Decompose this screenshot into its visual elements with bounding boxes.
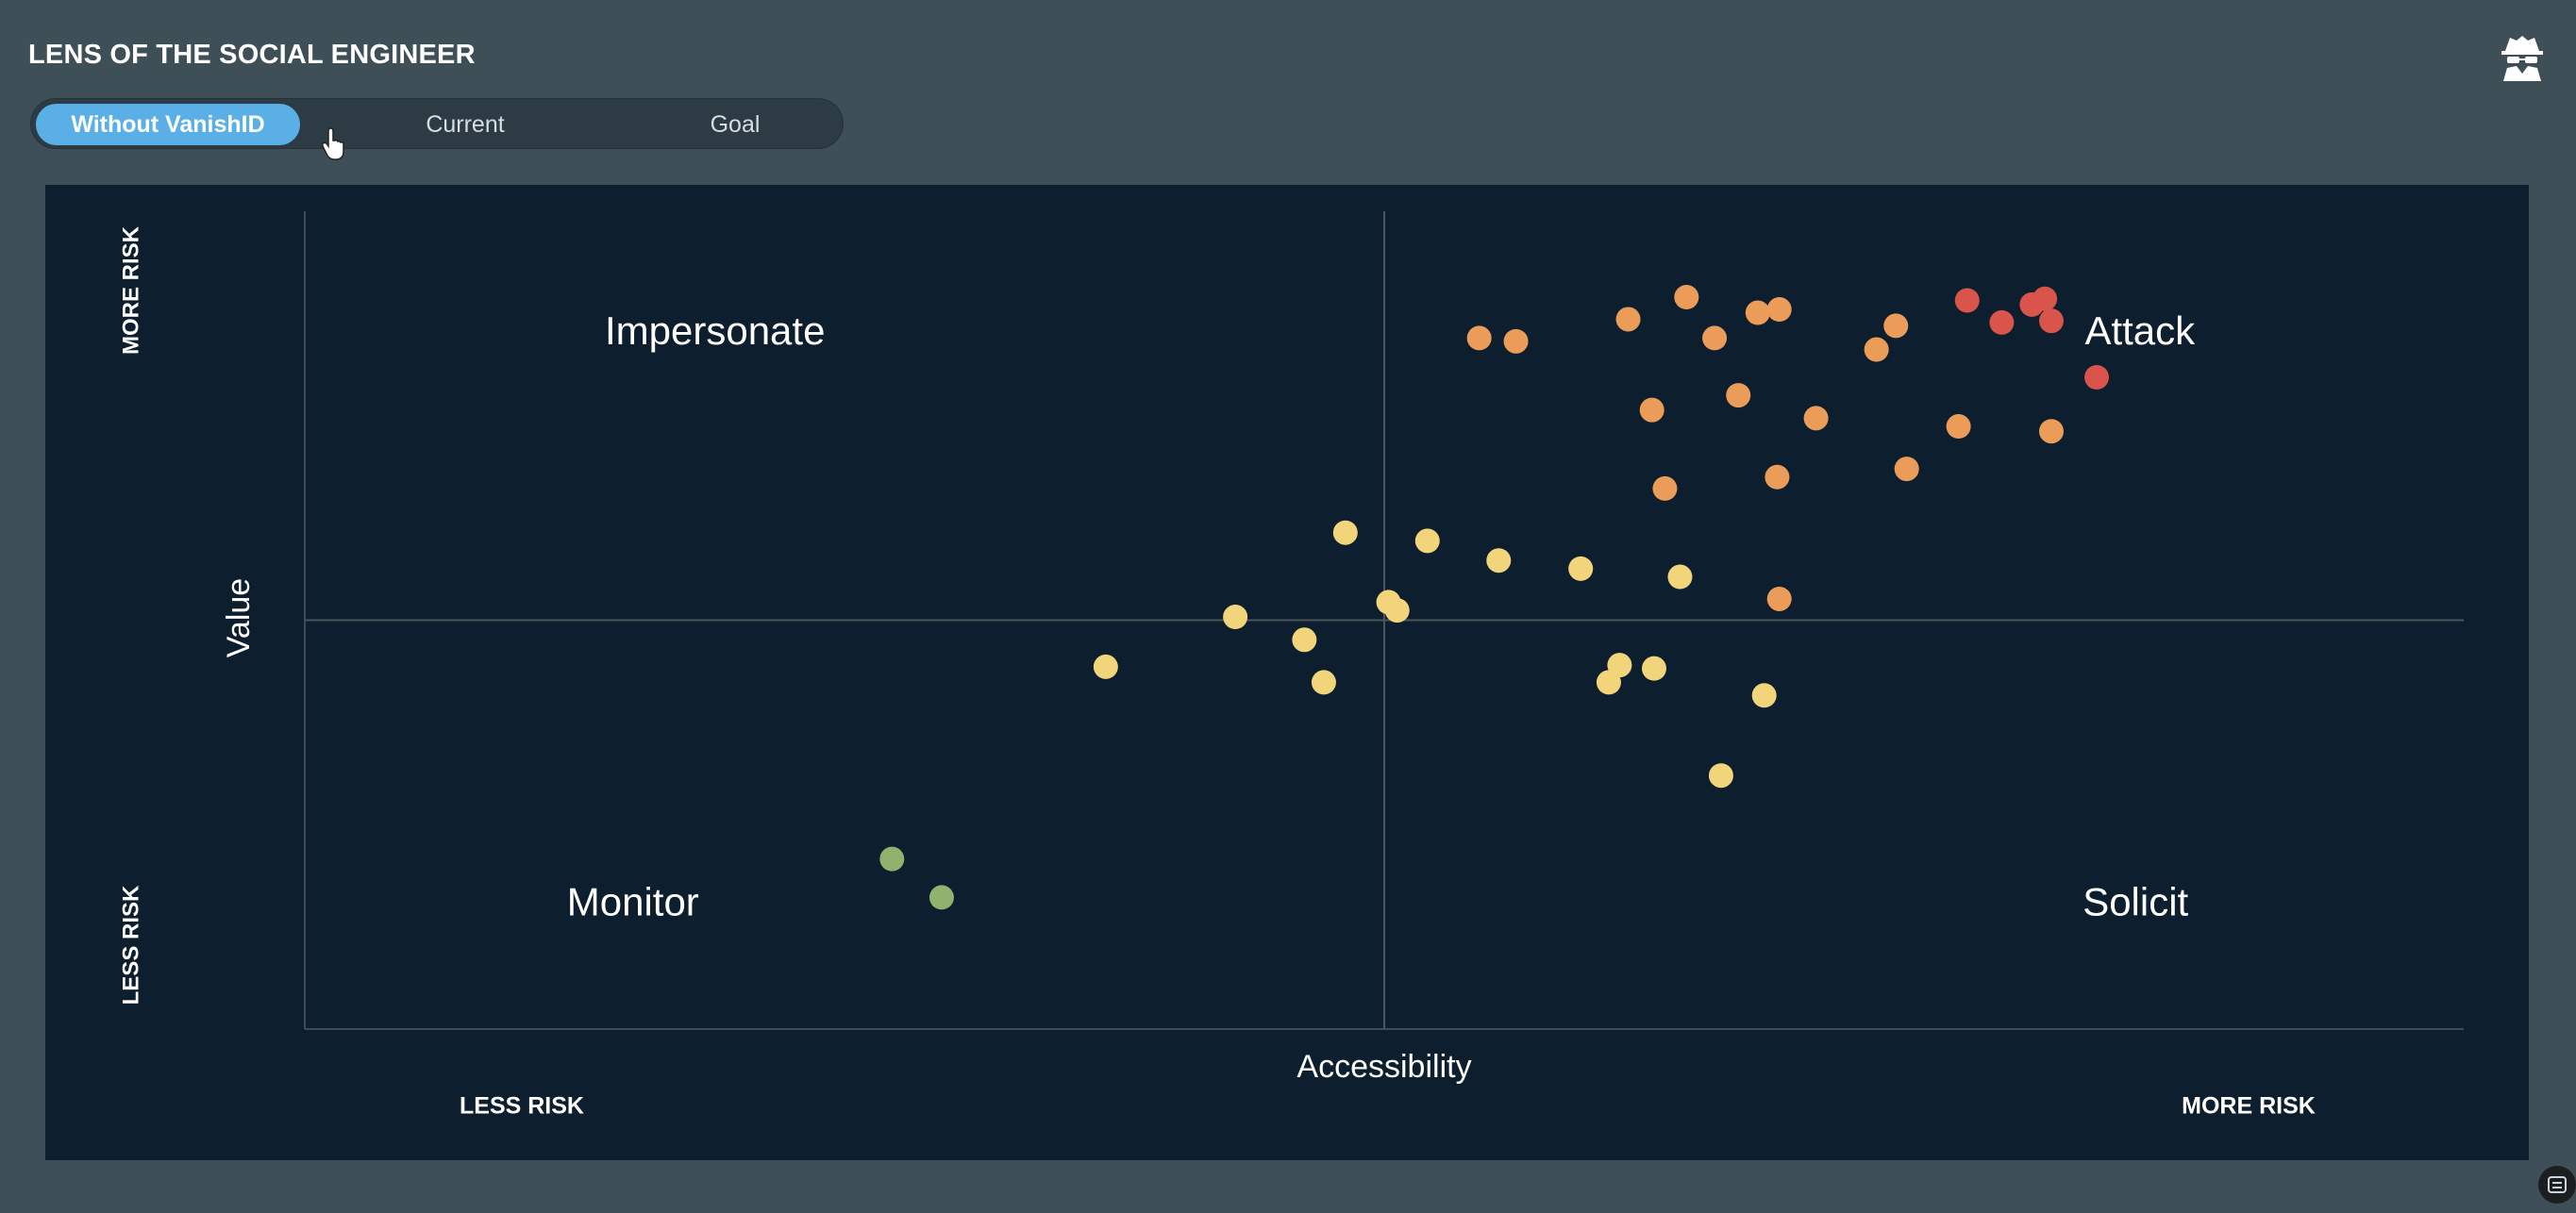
toggle-goal[interactable]: Goal: [710, 111, 761, 138]
data-point[interactable]: [1954, 288, 1980, 313]
data-point[interactable]: [1652, 475, 1678, 501]
data-point[interactable]: [1486, 548, 1512, 573]
data-point[interactable]: [1466, 325, 1492, 351]
data-point[interactable]: [1803, 406, 1829, 431]
data-point[interactable]: [1766, 297, 1792, 323]
scatter-chart: Impersonate Attack Monitor Solicit Value…: [118, 211, 2464, 1120]
data-point[interactable]: [879, 846, 905, 872]
data-point[interactable]: [1615, 307, 1641, 332]
data-point[interactable]: [1708, 763, 1733, 789]
data-point[interactable]: [1745, 300, 1770, 325]
data-point[interactable]: [1639, 397, 1664, 423]
data-point[interactable]: [1674, 285, 1699, 310]
data-point[interactable]: [1989, 309, 2015, 335]
data-point[interactable]: [1642, 656, 1666, 681]
data-point[interactable]: [1726, 383, 1751, 408]
data-point[interactable]: [1093, 654, 1118, 679]
chart-panel: Impersonate Attack Monitor Solicit Value…: [45, 185, 2529, 1160]
data-point[interactable]: [1766, 586, 1792, 611]
data-points: [879, 285, 2110, 910]
y-axis-bottom-label: LESS RISK: [118, 885, 143, 1005]
toggle-without-vanishid[interactable]: Without VanishID: [36, 104, 300, 145]
data-point[interactable]: [1223, 605, 1248, 630]
data-point[interactable]: [1702, 325, 1728, 351]
page-title: LENS OF THE SOCIAL ENGINEER: [28, 40, 476, 70]
quadrant-label-attack: Attack: [2084, 308, 2196, 353]
data-point[interactable]: [2038, 419, 2064, 444]
data-point[interactable]: [1946, 414, 1971, 440]
data-point[interactable]: [1751, 683, 1777, 708]
data-point[interactable]: [1765, 464, 1790, 490]
data-point[interactable]: [1503, 328, 1529, 354]
data-point[interactable]: [1894, 457, 1919, 482]
y-axis-label: Value: [221, 578, 257, 657]
data-point[interactable]: [1292, 627, 1317, 653]
quadrant-label-monitor: Monitor: [567, 879, 699, 923]
data-point[interactable]: [1311, 670, 1336, 695]
data-point[interactable]: [1864, 337, 1889, 362]
data-point[interactable]: [1414, 528, 1440, 554]
data-point[interactable]: [2032, 286, 2058, 311]
x-axis-right-label: MORE RISK: [2182, 1093, 2316, 1120]
data-point[interactable]: [1384, 598, 1410, 623]
data-point[interactable]: [928, 885, 954, 910]
quadrant-label-impersonate: Impersonate: [605, 308, 825, 353]
data-point[interactable]: [1568, 556, 1594, 581]
x-axis-label: Accessibility: [1296, 1049, 1471, 1085]
data-point[interactable]: [2038, 308, 2064, 334]
toggle-current[interactable]: Current: [426, 111, 505, 138]
spy-icon[interactable]: [2496, 28, 2549, 81]
data-point[interactable]: [1667, 564, 1693, 590]
x-axis-left-label: LESS RISK: [460, 1093, 584, 1120]
widget-icon[interactable]: [2538, 1166, 2576, 1204]
data-point[interactable]: [1332, 520, 1358, 545]
data-point[interactable]: [2084, 365, 2110, 390]
data-point[interactable]: [1607, 653, 1632, 678]
hand-cursor-icon: [321, 127, 344, 160]
view-toggle: Without VanishID Current Goal: [30, 98, 844, 149]
y-axis-top-label: MORE RISK: [118, 225, 143, 355]
data-point[interactable]: [1883, 313, 1909, 339]
quadrant-label-solicit: Solicit: [2083, 879, 2188, 923]
